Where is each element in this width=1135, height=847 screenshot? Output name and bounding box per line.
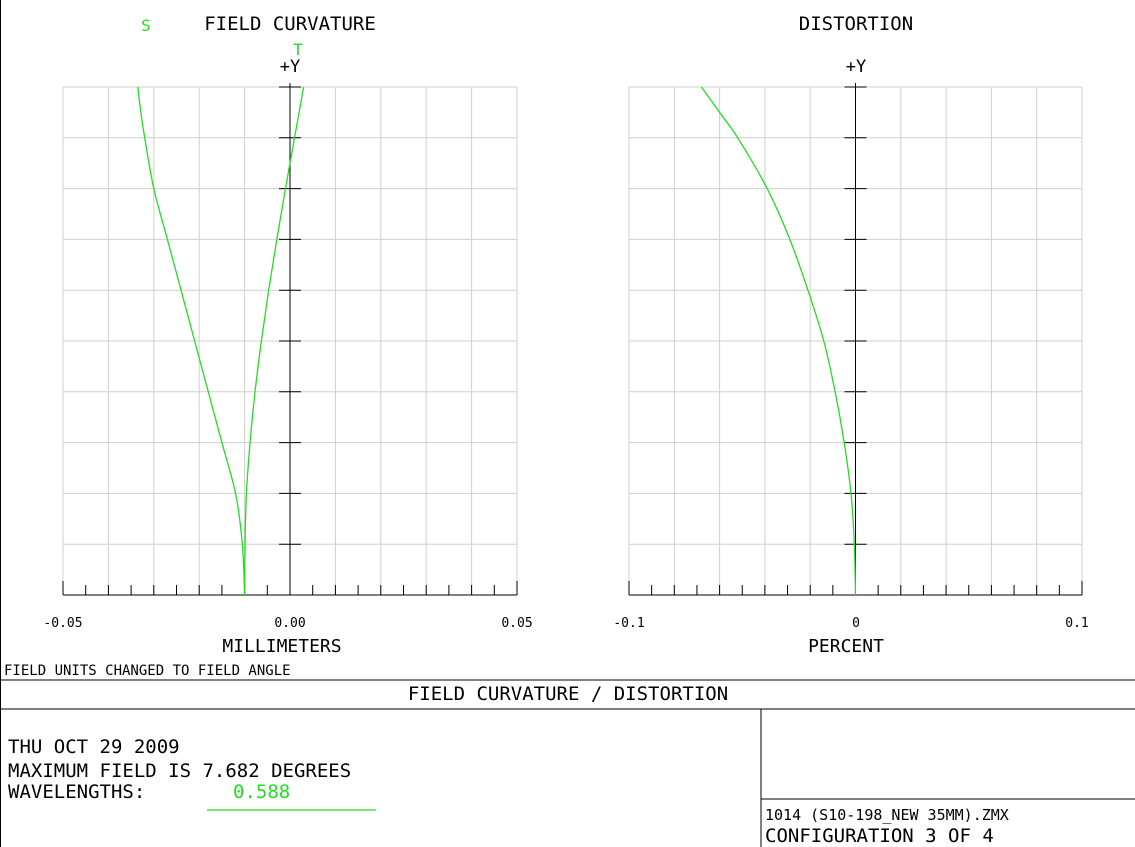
- file-name: 1014 (S10-198_NEW 35MM).ZMX: [765, 806, 1009, 824]
- fc-tick-label-zero: 0.00: [274, 616, 305, 631]
- date-text: THU OCT 29 2009: [8, 736, 180, 758]
- dist-curve-distortion: [700, 86, 857, 596]
- dist-title: DISTORTION: [799, 13, 913, 35]
- fc-ylabel: +Y: [280, 57, 300, 77]
- wavelength-value: 0.588: [233, 781, 290, 803]
- field-curvature-chart: FIELD CURVATURE +Y S T -0.05 0.00 0.05 M…: [43, 13, 532, 657]
- distortion-chart: DISTORTION +Y -0.1 0 0.1 PERCENT: [613, 13, 1088, 657]
- dist-xlabel: PERCENT: [808, 636, 884, 657]
- fc-tick-label-max: 0.05: [501, 616, 532, 631]
- fc-series-s-label: S: [141, 16, 151, 35]
- dist-tick-label-zero: 0: [852, 616, 860, 631]
- max-field-text: MAXIMUM FIELD IS 7.682 DEGREES: [8, 760, 351, 782]
- fc-tick-label-min: -0.05: [43, 616, 82, 631]
- configuration-text: CONFIGURATION 3 OF 4: [765, 825, 994, 847]
- fc-series-t-label: T: [293, 40, 303, 59]
- block-title: FIELD CURVATURE / DISTORTION: [408, 683, 728, 705]
- fc-title: FIELD CURVATURE: [204, 13, 376, 35]
- dist-tick-label-min: -0.1: [613, 616, 644, 631]
- fc-curve-s: [137, 86, 246, 596]
- field-units-note: FIELD UNITS CHANGED TO FIELD ANGLE: [4, 663, 291, 679]
- dist-tick-label-max: 0.1: [1065, 616, 1088, 631]
- dist-ylabel: +Y: [846, 57, 866, 77]
- wavelengths-label: WAVELENGTHS:: [8, 781, 145, 803]
- fc-curve-t: [243, 86, 305, 596]
- fc-xlabel: MILLIMETERS: [222, 636, 341, 657]
